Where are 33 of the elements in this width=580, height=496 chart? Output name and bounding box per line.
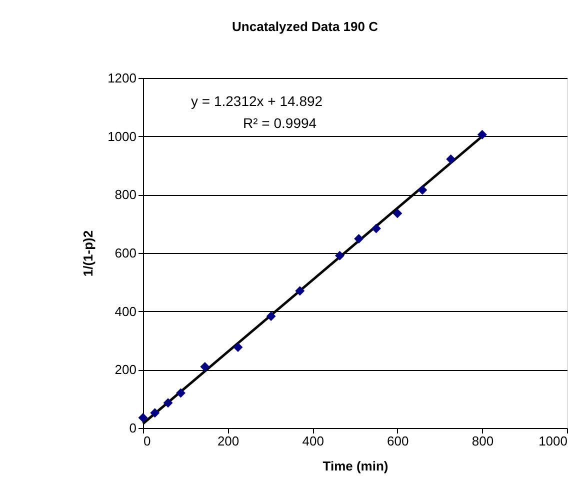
y-axis-title: 1/(1-p)2 <box>80 230 96 277</box>
point <box>150 408 160 418</box>
point <box>233 342 243 352</box>
y-tick-label: 200 <box>114 362 136 378</box>
x-tick-label: 400 <box>302 434 324 448</box>
y-tick-label: 400 <box>114 304 136 319</box>
x-tick-label: 200 <box>217 434 240 448</box>
point <box>446 154 456 164</box>
y-tick-label: 1200 <box>108 70 136 86</box>
annotation: y = 1.2312x + 14.892 <box>191 93 323 109</box>
point <box>354 234 364 244</box>
x-tick-label: 0 <box>144 434 151 448</box>
x-tick-label: 600 <box>387 434 409 448</box>
point <box>176 388 186 398</box>
point <box>334 250 344 260</box>
point <box>266 312 276 322</box>
point <box>295 286 305 296</box>
chart-title: Uncatalyzed Data 190 C <box>232 19 379 34</box>
y-tick-label: 600 <box>114 246 136 260</box>
x-axis-title: Time (min) <box>322 458 388 474</box>
y-tick-label: 800 <box>114 187 136 202</box>
y-tick-label: 1000 <box>108 128 136 144</box>
point <box>418 185 428 195</box>
point <box>371 224 381 234</box>
annotation: R² = 0.9994 <box>243 115 317 131</box>
point <box>138 413 148 423</box>
point <box>477 130 487 140</box>
y-tick-label: 0 <box>129 420 136 436</box>
point <box>392 208 402 218</box>
x-tick-label: 800 <box>472 434 494 448</box>
point <box>200 362 210 372</box>
point <box>163 398 173 408</box>
x-tick-label: 1000 <box>538 434 568 448</box>
